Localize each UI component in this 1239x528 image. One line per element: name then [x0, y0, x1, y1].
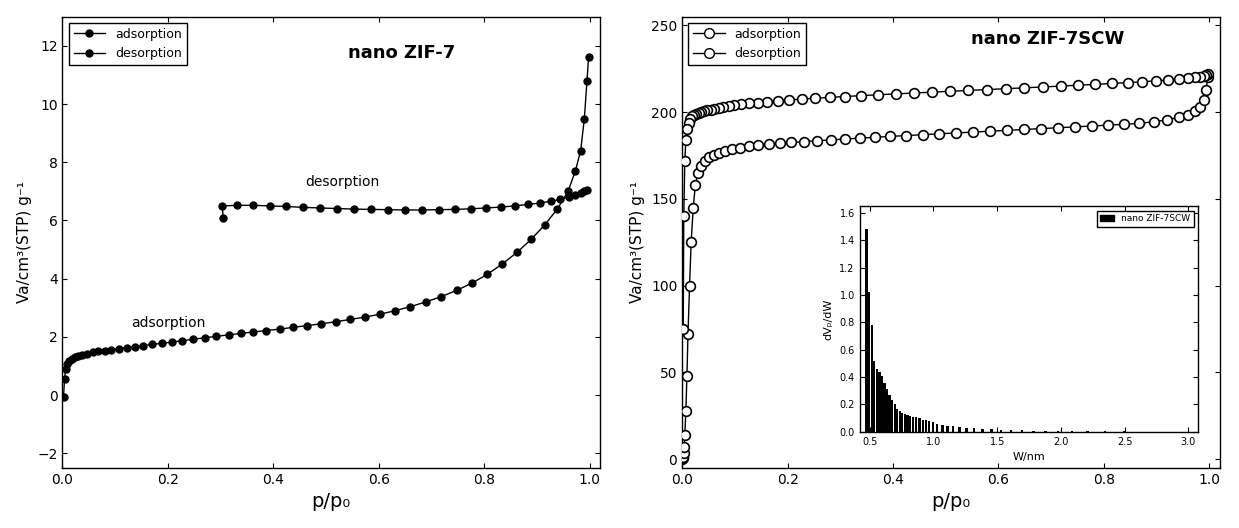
desorption [675, 326, 690, 332]
adsorption [690, 169, 705, 176]
desorption [567, 192, 582, 198]
adsorption [675, 456, 690, 462]
desorption [1201, 71, 1215, 77]
adsorption [68, 354, 83, 361]
desorption [363, 206, 378, 213]
Line: adsorption: adsorption [678, 72, 1213, 464]
desorption [507, 203, 522, 209]
desorption [398, 207, 413, 213]
Text: desorption: desorption [305, 175, 379, 188]
adsorption [965, 129, 980, 135]
adsorption [164, 339, 178, 345]
desorption [577, 188, 592, 194]
Line: adsorption: adsorption [59, 54, 592, 400]
desorption [214, 203, 229, 209]
adsorption [581, 54, 596, 61]
X-axis label: p/p₀: p/p₀ [312, 492, 351, 511]
desorption [543, 198, 558, 204]
Y-axis label: Va/cm³(STP) g⁻¹: Va/cm³(STP) g⁻¹ [16, 181, 32, 303]
desorption [295, 204, 310, 211]
adsorption [1131, 120, 1146, 127]
desorption [553, 196, 567, 203]
adsorption [56, 393, 71, 400]
Text: nano ZIF-7SCW: nano ZIF-7SCW [971, 30, 1125, 48]
desorption [727, 102, 742, 108]
adsorption [550, 205, 565, 212]
desorption [561, 194, 576, 200]
desorption [493, 204, 508, 210]
desorption [431, 206, 446, 213]
adsorption [694, 163, 709, 169]
adsorption [1196, 97, 1211, 103]
adsorption [85, 349, 100, 355]
X-axis label: p/p₀: p/p₀ [932, 492, 970, 511]
adsorption [104, 346, 119, 353]
desorption [447, 206, 462, 213]
desorption [771, 98, 786, 104]
desorption [330, 205, 344, 212]
adsorption [1201, 74, 1215, 81]
desorption [312, 205, 327, 211]
desorption [533, 200, 548, 206]
Legend: adsorption, desorption: adsorption, desorption [689, 23, 807, 65]
desorption [263, 203, 278, 209]
adsorption [1033, 126, 1048, 132]
desorption [742, 100, 757, 107]
desorption [520, 201, 535, 208]
Line: desorption: desorption [679, 69, 1213, 334]
Legend: adsorption, desorption: adsorption, desorption [68, 23, 187, 65]
desorption [478, 205, 493, 211]
desorption [700, 107, 715, 114]
desorption [347, 206, 362, 212]
desorption [463, 205, 478, 212]
desorption [279, 203, 294, 210]
desorption [245, 202, 260, 209]
Line: desorption: desorption [219, 186, 591, 221]
Text: adsorption: adsorption [131, 316, 206, 329]
desorption [230, 202, 245, 209]
adsorption [580, 78, 595, 84]
desorption [574, 190, 589, 196]
desorption [580, 187, 595, 193]
desorption [380, 206, 395, 213]
Y-axis label: Va/cm³(STP) g⁻¹: Va/cm³(STP) g⁻¹ [631, 181, 646, 303]
desorption [943, 88, 958, 95]
desorption [415, 207, 430, 213]
desorption [216, 214, 230, 221]
desorption [1199, 72, 1214, 78]
Text: nano ZIF-7: nano ZIF-7 [348, 44, 455, 62]
